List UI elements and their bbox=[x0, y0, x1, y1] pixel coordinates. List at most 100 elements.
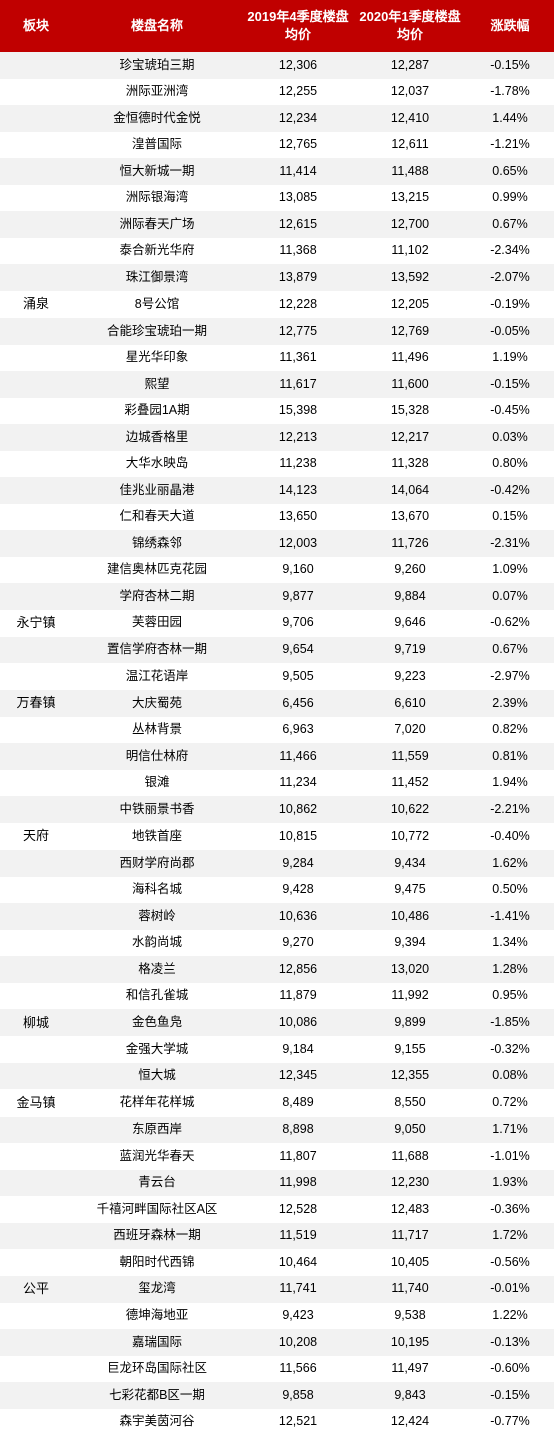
q4-price-cell: 9,858 bbox=[242, 1382, 354, 1409]
q4-price-cell: 9,428 bbox=[242, 877, 354, 904]
table-row: 天府地铁首座10,81510,772-0.40% bbox=[0, 823, 554, 850]
q1-price-cell: 9,223 bbox=[354, 663, 466, 690]
project-name-cell: 朝阳时代西锦 bbox=[72, 1249, 242, 1276]
project-name-cell: 温江花语岸 bbox=[72, 663, 242, 690]
table-row: 明信仕林府11,46611,5590.81% bbox=[0, 743, 554, 770]
q1-price-cell: 12,037 bbox=[354, 79, 466, 106]
q1-price-cell: 11,688 bbox=[354, 1143, 466, 1170]
project-name-cell: 千禧河畔国际社区A区 bbox=[72, 1196, 242, 1223]
section-cell bbox=[0, 1170, 72, 1197]
table-row: 万春镇大庆蜀苑6,4566,6102.39% bbox=[0, 690, 554, 717]
q4-price-cell: 12,765 bbox=[242, 132, 354, 159]
project-name-cell: 玺龙湾 bbox=[72, 1276, 242, 1303]
table-row: 西财学府尚郡9,2849,4341.62% bbox=[0, 850, 554, 877]
project-name-cell: 熙望 bbox=[72, 371, 242, 398]
section-cell bbox=[0, 983, 72, 1010]
q4-price-cell: 11,414 bbox=[242, 158, 354, 185]
table-row: 金恒德时代金悦12,23412,4101.44% bbox=[0, 105, 554, 132]
project-name-cell: 蓝润光华春天 bbox=[72, 1143, 242, 1170]
table-row: 恒大新城一期11,41411,4880.65% bbox=[0, 158, 554, 185]
q4-price-cell: 9,270 bbox=[242, 930, 354, 957]
q1-price-cell: 9,394 bbox=[354, 930, 466, 957]
project-name-cell: 珠江御景湾 bbox=[72, 264, 242, 291]
change-cell: 1.72% bbox=[466, 1223, 554, 1250]
project-name-cell: 湟普国际 bbox=[72, 132, 242, 159]
change-cell: 1.22% bbox=[466, 1303, 554, 1330]
project-name-cell: 边城香格里 bbox=[72, 424, 242, 451]
table-row: 珍宝琥珀三期12,30612,287-0.15% bbox=[0, 52, 554, 79]
change-cell: -2.34% bbox=[466, 238, 554, 265]
table-row: 和信孔雀城11,87911,9920.95% bbox=[0, 983, 554, 1010]
q4-price-cell: 9,505 bbox=[242, 663, 354, 690]
section-cell bbox=[0, 424, 72, 451]
q1-price-cell: 7,020 bbox=[354, 717, 466, 744]
project-name-cell: 洲际亚洲湾 bbox=[72, 79, 242, 106]
q1-price-cell: 9,884 bbox=[354, 583, 466, 610]
section-cell: 涌泉 bbox=[0, 291, 72, 318]
section-cell bbox=[0, 1329, 72, 1356]
section-cell bbox=[0, 398, 72, 425]
project-name-cell: 丛林背景 bbox=[72, 717, 242, 744]
q1-price-cell: 11,496 bbox=[354, 345, 466, 372]
section-cell bbox=[0, 1382, 72, 1409]
section-cell bbox=[0, 477, 72, 504]
table-row: 仁和春天大道13,65013,6700.15% bbox=[0, 504, 554, 531]
q4-price-cell: 11,807 bbox=[242, 1143, 354, 1170]
q4-price-cell: 12,856 bbox=[242, 956, 354, 983]
q4-price-cell: 9,654 bbox=[242, 637, 354, 664]
project-name-cell: 格凌兰 bbox=[72, 956, 242, 983]
change-cell: 0.67% bbox=[466, 637, 554, 664]
q4-price-cell: 11,234 bbox=[242, 770, 354, 797]
change-cell: -2.21% bbox=[466, 796, 554, 823]
col-header-change: 涨跌幅 bbox=[466, 0, 554, 52]
table-row: 洲际亚洲湾12,25512,037-1.78% bbox=[0, 79, 554, 106]
q1-price-cell: 11,102 bbox=[354, 238, 466, 265]
col-header-section: 板块 bbox=[0, 0, 72, 52]
table-row: 德坤海地亚9,4239,5381.22% bbox=[0, 1303, 554, 1330]
section-cell bbox=[0, 557, 72, 584]
q4-price-cell: 11,361 bbox=[242, 345, 354, 372]
q4-price-cell: 12,234 bbox=[242, 105, 354, 132]
table-row: 巨龙环岛国际社区11,56611,497-0.60% bbox=[0, 1356, 554, 1383]
q4-price-cell: 6,456 bbox=[242, 690, 354, 717]
project-name-cell: 中铁丽景书香 bbox=[72, 796, 242, 823]
q1-price-cell: 13,215 bbox=[354, 185, 466, 212]
table-row: 中铁丽景书香10,86210,622-2.21% bbox=[0, 796, 554, 823]
project-name-cell: 金强大学城 bbox=[72, 1036, 242, 1063]
change-cell: -0.56% bbox=[466, 1249, 554, 1276]
section-cell bbox=[0, 1223, 72, 1250]
q1-price-cell: 12,424 bbox=[354, 1409, 466, 1435]
table-row: 金马镇花样年花样城8,4898,5500.72% bbox=[0, 1089, 554, 1116]
section-cell bbox=[0, 956, 72, 983]
section-cell bbox=[0, 717, 72, 744]
project-name-cell: 花样年花样城 bbox=[72, 1089, 242, 1116]
q4-price-cell: 15,398 bbox=[242, 398, 354, 425]
change-cell: -0.13% bbox=[466, 1329, 554, 1356]
change-cell: 0.03% bbox=[466, 424, 554, 451]
table-row: 合能珍宝琥珀一期12,77512,769-0.05% bbox=[0, 318, 554, 345]
section-cell bbox=[0, 264, 72, 291]
change-cell: -0.15% bbox=[466, 1382, 554, 1409]
section-cell bbox=[0, 345, 72, 372]
q1-price-cell: 9,719 bbox=[354, 637, 466, 664]
section-cell bbox=[0, 1249, 72, 1276]
q4-price-cell: 11,368 bbox=[242, 238, 354, 265]
section-cell bbox=[0, 211, 72, 238]
change-cell: -0.15% bbox=[466, 52, 554, 79]
project-name-cell: 大华水映岛 bbox=[72, 451, 242, 478]
table-row: 银滩11,23411,4521.94% bbox=[0, 770, 554, 797]
change-cell: 0.81% bbox=[466, 743, 554, 770]
project-name-cell: 锦绣森邻 bbox=[72, 530, 242, 557]
section-cell bbox=[0, 105, 72, 132]
section-cell bbox=[0, 79, 72, 106]
change-cell: 0.80% bbox=[466, 451, 554, 478]
table-row: 湟普国际12,76512,611-1.21% bbox=[0, 132, 554, 159]
change-cell: -1.41% bbox=[466, 903, 554, 930]
change-cell: 1.94% bbox=[466, 770, 554, 797]
q4-price-cell: 9,160 bbox=[242, 557, 354, 584]
change-cell: 1.19% bbox=[466, 345, 554, 372]
q1-price-cell: 11,452 bbox=[354, 770, 466, 797]
change-cell: -0.01% bbox=[466, 1276, 554, 1303]
q1-price-cell: 9,050 bbox=[354, 1117, 466, 1144]
project-name-cell: 星光华印象 bbox=[72, 345, 242, 372]
